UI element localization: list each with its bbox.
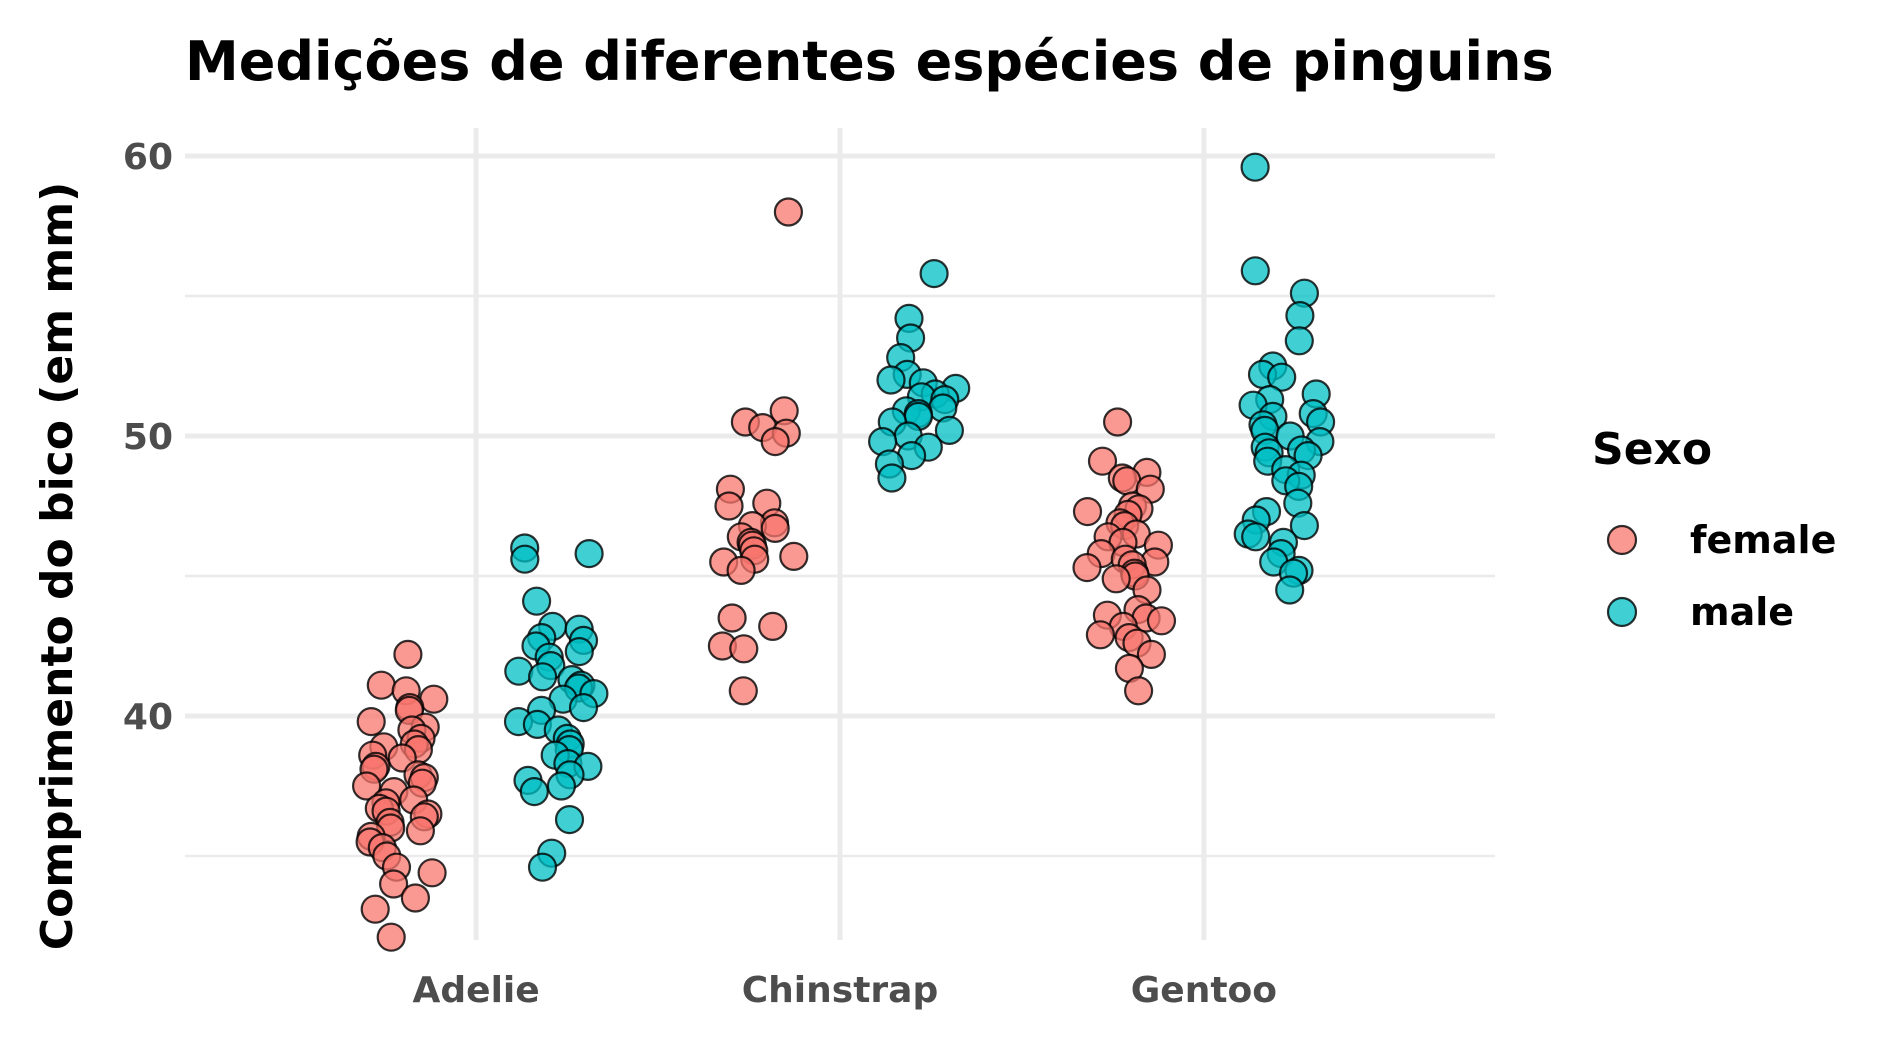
legend-key-female <box>1606 524 1638 556</box>
grid <box>185 128 1495 940</box>
x-tick-label: Chinstrap <box>742 970 938 1011</box>
point-female <box>729 634 759 664</box>
point-male <box>1284 326 1314 356</box>
point-female <box>393 639 423 670</box>
point-female <box>1101 564 1131 594</box>
point-female <box>1072 552 1102 583</box>
point-female <box>1102 407 1133 437</box>
point-female <box>1085 620 1116 650</box>
point-male <box>1240 256 1270 286</box>
point-female <box>1136 639 1167 670</box>
point-female <box>352 771 382 801</box>
x-tick-label: Gentoo <box>1131 970 1277 1011</box>
point-female <box>760 427 790 457</box>
point-female <box>360 894 390 924</box>
point-male <box>546 771 577 801</box>
point-female <box>417 858 447 888</box>
point-female <box>726 555 756 586</box>
point-male <box>1285 301 1315 331</box>
point-male <box>521 586 552 616</box>
x-tick-label: Adelie <box>413 970 540 1011</box>
chart-title: Medições de diferentes espécies de pingu… <box>185 30 1554 93</box>
point-female <box>405 816 435 846</box>
point-female <box>1087 446 1118 476</box>
point-male <box>568 692 599 723</box>
point-male <box>877 463 907 493</box>
point-male <box>504 656 534 686</box>
point-female <box>366 670 396 700</box>
y-tick-label: 60 <box>123 137 173 178</box>
point-female <box>1123 676 1154 706</box>
point-male <box>876 365 906 395</box>
point-male <box>527 852 558 882</box>
y-axis-ticks: 40 50 60 <box>123 137 173 738</box>
point-female <box>717 603 747 633</box>
y-tick-label: 40 <box>123 697 173 738</box>
legend: Sexo female male <box>1592 424 1836 634</box>
point-male <box>510 544 540 574</box>
y-axis-label: Comprimento do bico (em mm) <box>32 182 83 950</box>
legend-title: Sexo <box>1592 424 1712 475</box>
x-axis-ticks: Adelie Chinstrap Gentoo <box>413 970 1277 1011</box>
point-male <box>564 636 594 667</box>
point-female <box>1146 606 1177 636</box>
point-female <box>379 869 409 899</box>
point-female <box>1072 497 1103 527</box>
point-female <box>728 676 758 706</box>
point-female <box>356 706 386 737</box>
legend-label-female: female <box>1690 518 1836 562</box>
point-male <box>1289 510 1320 541</box>
point-male <box>1275 575 1305 605</box>
point-male <box>1267 362 1297 392</box>
y-tick-label: 50 <box>123 417 173 458</box>
point-female <box>714 491 744 521</box>
point-male <box>919 259 949 289</box>
data-points <box>352 152 1336 952</box>
point-male <box>934 415 965 445</box>
legend-key-male <box>1606 596 1638 628</box>
point-male <box>1241 522 1271 552</box>
point-male <box>554 804 585 835</box>
point-male <box>574 538 604 569</box>
point-male <box>527 662 558 692</box>
point-female <box>758 611 788 642</box>
point-female <box>773 197 804 227</box>
point-female <box>400 883 430 913</box>
point-female <box>779 541 809 572</box>
point-female <box>760 513 790 544</box>
point-female <box>376 922 406 952</box>
legend-label-male: male <box>1690 590 1794 634</box>
point-male <box>519 776 549 807</box>
point-male <box>1240 152 1270 182</box>
